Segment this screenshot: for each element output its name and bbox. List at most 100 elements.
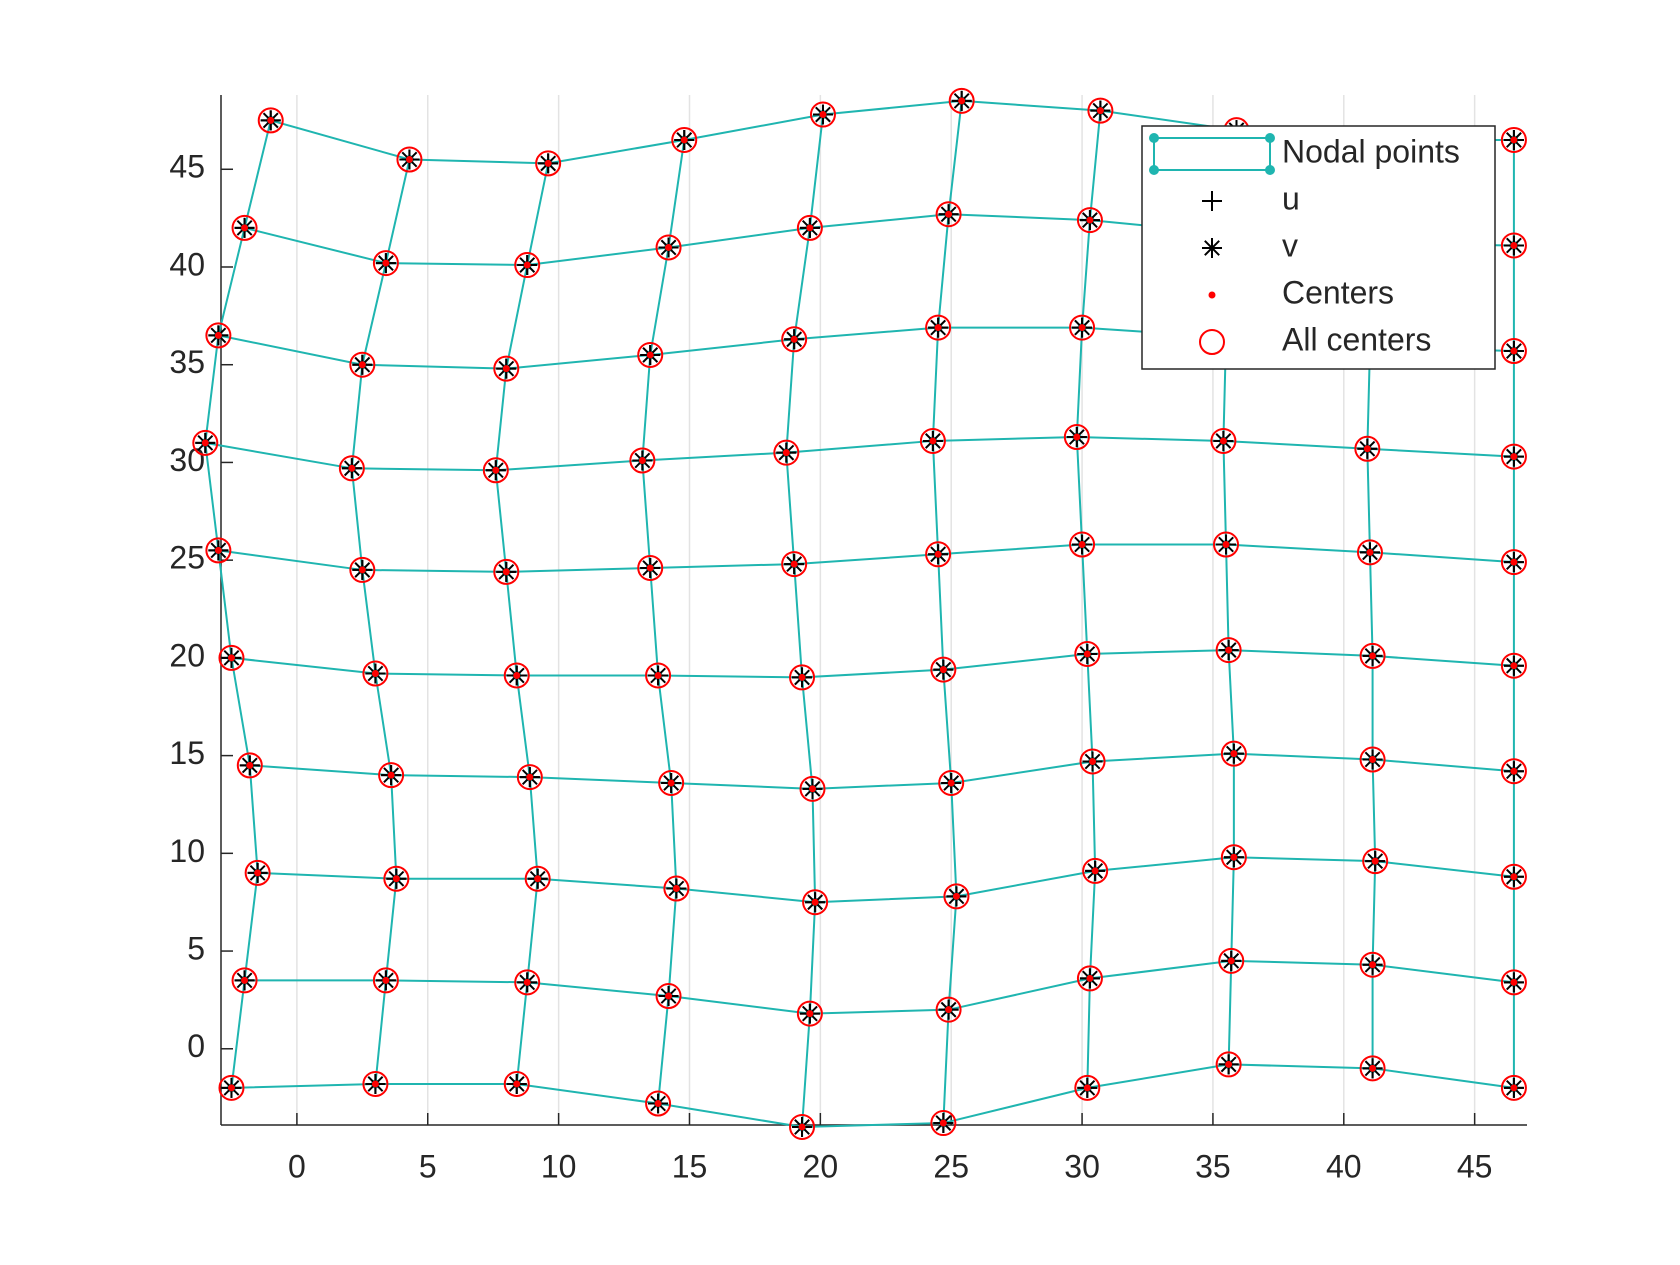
marker-dot <box>958 97 966 105</box>
legend-swatch-dot <box>1149 165 1159 175</box>
marker-dot <box>1096 107 1104 115</box>
marker-dot <box>1510 136 1518 144</box>
marker-circle <box>796 1000 823 1027</box>
marker-dot <box>371 670 379 678</box>
mesh-column <box>931 100 963 1124</box>
marker-circle <box>362 660 389 687</box>
marker-dot <box>1510 662 1518 670</box>
marker-dot <box>1510 978 1518 986</box>
legend-symbol <box>1208 291 1216 299</box>
marker-dot <box>1371 857 1379 865</box>
marker-circle <box>1220 740 1247 767</box>
marker-circle <box>514 969 541 996</box>
marker-dot <box>241 224 249 232</box>
marker-circle <box>349 351 376 378</box>
marker-dot <box>1366 548 1374 556</box>
marker-circle <box>1354 435 1381 462</box>
marker-circle <box>192 429 219 456</box>
marker-dot <box>358 361 366 369</box>
marker-circle <box>514 252 541 279</box>
marker-circle <box>493 558 520 585</box>
marker-circle <box>338 455 365 482</box>
mesh-row <box>205 436 1514 472</box>
marker-dot <box>267 116 275 124</box>
marker-circle <box>1500 758 1527 785</box>
marker-dot <box>1510 767 1518 775</box>
marker-dot <box>513 671 521 679</box>
marker-dot <box>939 666 947 674</box>
mesh-row <box>249 752 1514 790</box>
marker-circle <box>1500 443 1527 470</box>
y-tick-label: 5 <box>187 931 205 967</box>
mesh-column <box>1075 110 1102 1088</box>
marker-dot <box>672 885 680 893</box>
marker-dot <box>1510 453 1518 461</box>
marker-dot <box>798 673 806 681</box>
marker-dot <box>492 466 500 474</box>
x-tick-label: 5 <box>419 1148 437 1184</box>
y-tick-label: 15 <box>169 735 205 771</box>
mesh-column <box>204 120 272 1088</box>
marker-dot <box>534 875 542 883</box>
legend: Nodal points uv Centers All centers <box>1141 125 1496 370</box>
legend-swatch-dot <box>1265 165 1275 175</box>
marker-circle <box>1069 314 1096 341</box>
marker-dot <box>1510 558 1518 566</box>
marker-dot <box>382 976 390 984</box>
mesh-column <box>785 114 824 1128</box>
marker-circle <box>396 146 423 173</box>
marker-circle <box>1356 539 1383 566</box>
marker-dot <box>1369 756 1377 764</box>
mesh-column <box>350 159 411 1085</box>
marker-circle <box>789 1113 816 1140</box>
marker-circle <box>493 355 520 382</box>
marker-dot <box>819 111 827 119</box>
marker-dot <box>348 464 356 472</box>
marker-dot <box>811 898 819 906</box>
marker-circle <box>383 865 410 892</box>
marker-dot <box>227 1084 235 1092</box>
marker-dot <box>680 136 688 144</box>
marker-circle <box>1079 748 1106 775</box>
mesh-row <box>218 543 1514 573</box>
x-tick-label: 30 <box>1064 1148 1100 1184</box>
marker-circle <box>663 875 690 902</box>
marker-circle <box>655 983 682 1010</box>
marker-circle <box>503 662 530 689</box>
marker-circle <box>658 769 685 796</box>
marker-dot <box>1086 974 1094 982</box>
mesh-row <box>244 959 1515 1015</box>
y-tick-label: 25 <box>169 540 205 576</box>
marker-circle <box>655 234 682 261</box>
marker-dot <box>1086 216 1094 224</box>
marker-circle <box>1362 848 1389 875</box>
marker-dot <box>1073 433 1081 441</box>
marker-dot <box>214 546 222 554</box>
marker-dot <box>1510 1084 1518 1092</box>
marker-dot <box>1083 1084 1091 1092</box>
marker-dot <box>1089 757 1097 765</box>
x-tick-label: 20 <box>803 1148 839 1184</box>
marker-circle <box>205 537 232 564</box>
legend-symbol <box>1199 329 1225 355</box>
marker-dot <box>654 671 662 679</box>
marker-circle <box>1076 207 1103 234</box>
marker-dot <box>227 654 235 662</box>
marker-dot <box>405 155 413 163</box>
marker-circle <box>1500 863 1527 890</box>
marker-circle <box>231 214 258 241</box>
marker-dot <box>526 773 534 781</box>
y-tick-label: 45 <box>169 149 205 185</box>
mesh-row <box>257 856 1515 904</box>
marker-circle <box>925 541 952 568</box>
marker-dot <box>806 1010 814 1018</box>
marker-dot <box>934 550 942 558</box>
marker-dot <box>1225 646 1233 654</box>
marker-dot <box>502 365 510 373</box>
marker-dot <box>1078 324 1086 332</box>
marker-dot <box>646 564 654 572</box>
marker-dot <box>1510 241 1518 249</box>
marker-circle <box>1074 1074 1101 1101</box>
